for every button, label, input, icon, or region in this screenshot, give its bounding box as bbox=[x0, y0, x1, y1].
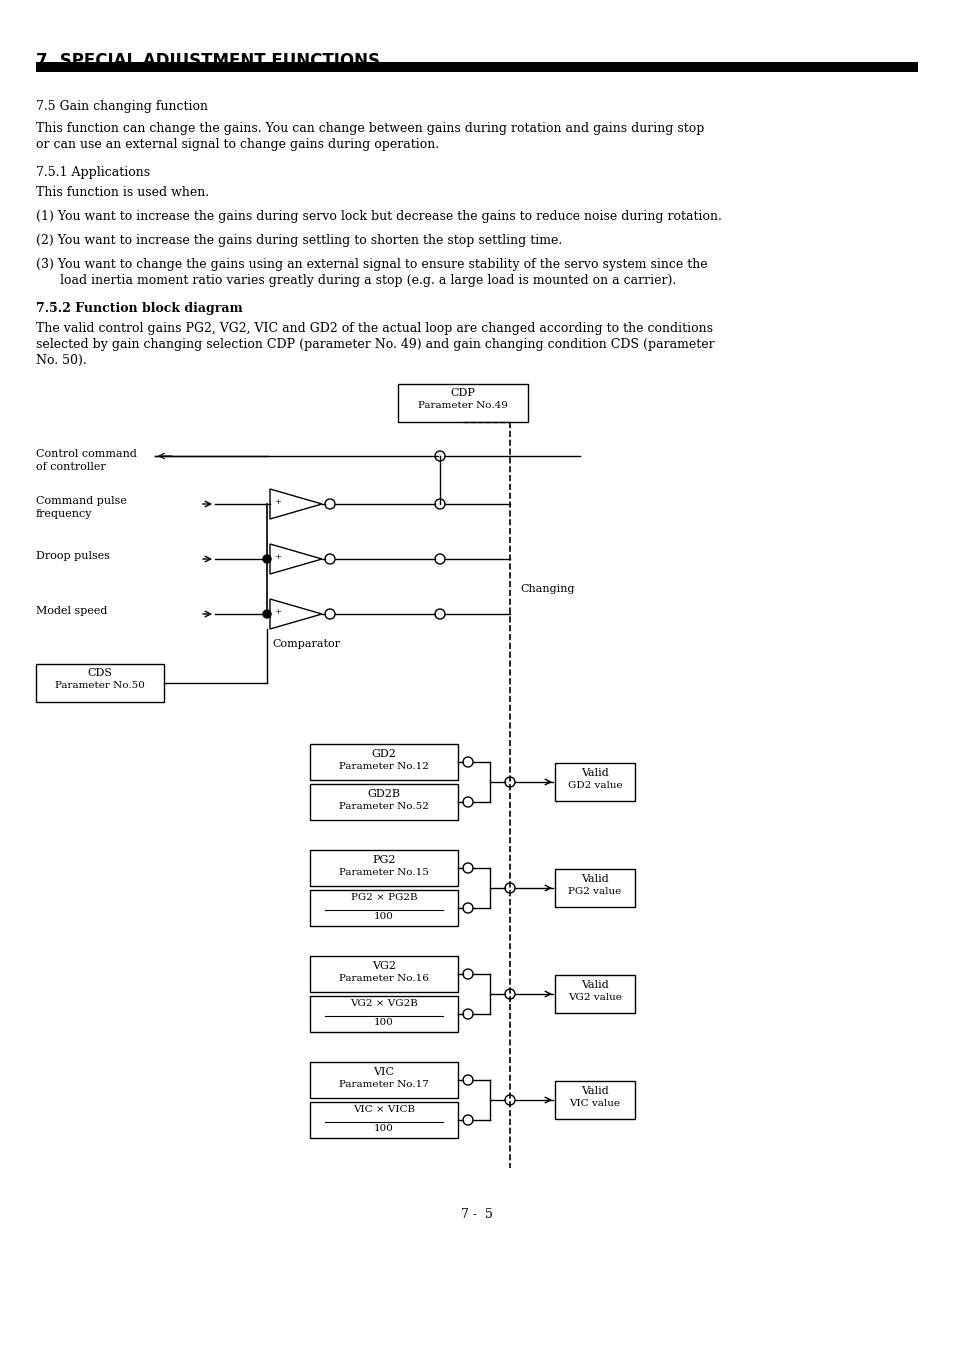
Text: Valid: Valid bbox=[580, 980, 608, 990]
Text: frequency: frequency bbox=[36, 509, 92, 518]
Text: Parameter No.49: Parameter No.49 bbox=[417, 401, 507, 410]
Text: GD2B: GD2B bbox=[367, 788, 400, 799]
Circle shape bbox=[462, 757, 473, 767]
Text: (3) You want to change the gains using an external signal to ensure stability of: (3) You want to change the gains using a… bbox=[36, 258, 707, 271]
Text: VIC × VICB: VIC × VICB bbox=[353, 1106, 415, 1114]
Circle shape bbox=[435, 500, 444, 509]
Bar bbox=[310, 784, 457, 819]
Text: CDP: CDP bbox=[450, 387, 475, 398]
Text: Changing: Changing bbox=[519, 585, 574, 594]
Circle shape bbox=[462, 863, 473, 873]
Circle shape bbox=[435, 451, 444, 460]
Text: Control command: Control command bbox=[36, 450, 136, 459]
Text: PG2 value: PG2 value bbox=[568, 887, 621, 896]
Bar bbox=[36, 62, 917, 72]
Text: Valid: Valid bbox=[580, 873, 608, 884]
Text: of controller: of controller bbox=[36, 462, 106, 472]
Text: +: + bbox=[274, 554, 281, 562]
Text: 100: 100 bbox=[374, 1125, 394, 1133]
Bar bbox=[397, 383, 527, 423]
Text: Valid: Valid bbox=[580, 768, 608, 778]
Circle shape bbox=[504, 778, 515, 787]
Circle shape bbox=[263, 610, 271, 618]
Text: Valid: Valid bbox=[580, 1085, 608, 1096]
Text: Parameter No.52: Parameter No.52 bbox=[338, 802, 429, 811]
Text: Model speed: Model speed bbox=[36, 606, 108, 616]
Text: The valid control gains PG2, VG2, VIC and GD2 of the actual loop are changed acc: The valid control gains PG2, VG2, VIC an… bbox=[36, 323, 712, 335]
Text: VG2 value: VG2 value bbox=[567, 994, 621, 1002]
Bar bbox=[310, 890, 457, 926]
Circle shape bbox=[325, 500, 335, 509]
Text: VIC value: VIC value bbox=[569, 1099, 619, 1108]
Bar bbox=[310, 1062, 457, 1098]
Text: Comparator: Comparator bbox=[272, 639, 339, 649]
Circle shape bbox=[462, 969, 473, 979]
Bar bbox=[555, 1081, 635, 1119]
Bar bbox=[310, 996, 457, 1031]
Bar bbox=[555, 869, 635, 907]
Bar bbox=[310, 1102, 457, 1138]
Text: 7.5 Gain changing function: 7.5 Gain changing function bbox=[36, 100, 208, 113]
Text: GD2 value: GD2 value bbox=[567, 782, 621, 790]
Circle shape bbox=[435, 609, 444, 620]
Text: 7. SPECIAL ADJUSTMENT FUNCTIONS: 7. SPECIAL ADJUSTMENT FUNCTIONS bbox=[36, 53, 379, 70]
Bar bbox=[555, 763, 635, 801]
Text: (1) You want to increase the gains during servo lock but decrease the gains to r: (1) You want to increase the gains durin… bbox=[36, 211, 721, 223]
Bar bbox=[555, 975, 635, 1012]
Text: Parameter No.15: Parameter No.15 bbox=[338, 868, 429, 878]
Circle shape bbox=[504, 883, 515, 892]
Circle shape bbox=[504, 1095, 515, 1106]
Bar bbox=[310, 956, 457, 992]
Text: +: + bbox=[274, 608, 281, 616]
Text: PG2: PG2 bbox=[372, 855, 395, 865]
Text: 100: 100 bbox=[374, 1018, 394, 1027]
Bar bbox=[310, 744, 457, 780]
Text: 7.5.1 Applications: 7.5.1 Applications bbox=[36, 166, 150, 180]
Bar bbox=[36, 664, 164, 702]
Text: This function can change the gains. You can change between gains during rotation: This function can change the gains. You … bbox=[36, 122, 703, 135]
Text: selected by gain changing selection CDP (parameter No. 49) and gain changing con: selected by gain changing selection CDP … bbox=[36, 338, 714, 351]
Text: Parameter No.17: Parameter No.17 bbox=[338, 1080, 429, 1089]
Circle shape bbox=[325, 609, 335, 620]
Circle shape bbox=[462, 1008, 473, 1019]
Circle shape bbox=[462, 796, 473, 807]
Circle shape bbox=[462, 1075, 473, 1085]
Text: Parameter No.50: Parameter No.50 bbox=[55, 680, 145, 690]
Circle shape bbox=[325, 554, 335, 564]
Circle shape bbox=[263, 555, 271, 563]
Text: 7.5.2 Function block diagram: 7.5.2 Function block diagram bbox=[36, 302, 242, 315]
Text: PG2 × PG2B: PG2 × PG2B bbox=[351, 892, 416, 902]
Text: VG2: VG2 bbox=[372, 961, 395, 971]
Text: Parameter No.12: Parameter No.12 bbox=[338, 761, 429, 771]
Text: or can use an external signal to change gains during operation.: or can use an external signal to change … bbox=[36, 138, 438, 151]
Circle shape bbox=[462, 1115, 473, 1125]
Text: Parameter No.16: Parameter No.16 bbox=[338, 973, 429, 983]
Text: (2) You want to increase the gains during settling to shorten the stop settling : (2) You want to increase the gains durin… bbox=[36, 234, 561, 247]
Text: This function is used when.: This function is used when. bbox=[36, 186, 209, 198]
Text: No. 50).: No. 50). bbox=[36, 354, 87, 367]
Text: 100: 100 bbox=[374, 913, 394, 921]
Text: Command pulse: Command pulse bbox=[36, 495, 127, 506]
Text: +: + bbox=[274, 498, 281, 506]
Text: CDS: CDS bbox=[88, 668, 112, 678]
Bar bbox=[310, 850, 457, 886]
Circle shape bbox=[435, 554, 444, 564]
Text: GD2: GD2 bbox=[371, 749, 396, 759]
Circle shape bbox=[462, 903, 473, 913]
Text: Droop pulses: Droop pulses bbox=[36, 551, 110, 562]
Text: VG2 × VG2B: VG2 × VG2B bbox=[350, 999, 417, 1008]
Circle shape bbox=[504, 990, 515, 999]
Text: 7 -  5: 7 - 5 bbox=[460, 1208, 493, 1220]
Text: VIC: VIC bbox=[374, 1066, 395, 1077]
Text: load inertia moment ratio varies greatly during a stop (e.g. a large load is mou: load inertia moment ratio varies greatly… bbox=[36, 274, 676, 288]
